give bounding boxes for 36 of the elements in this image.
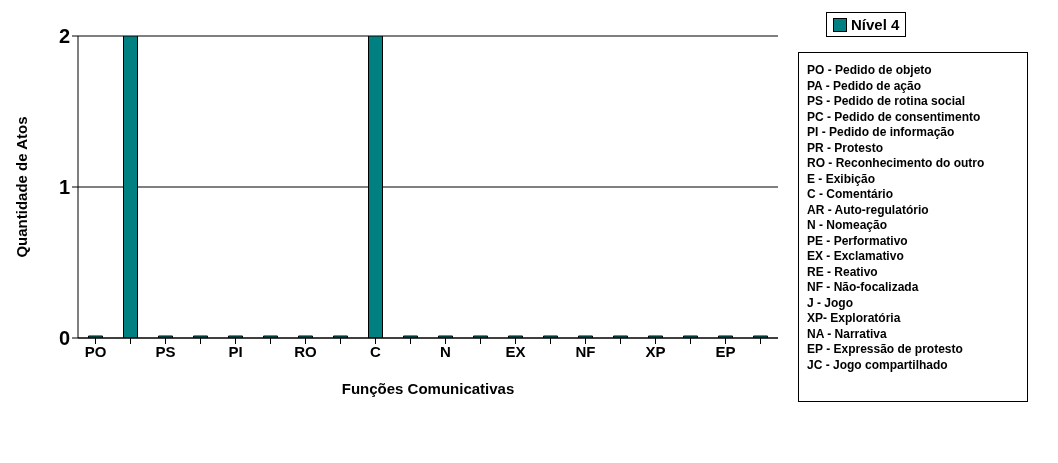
text: AR - Auto-regulatório: [807, 202, 930, 218]
text: PS - Pedido de rotina social: [807, 94, 967, 110]
x-tick-label: EX: [505, 342, 526, 360]
y-tick-label: 0: [58, 327, 70, 350]
x-tick-label: EP: [715, 342, 736, 360]
x-axis-title: Funções Comunicativas: [341, 380, 515, 397]
x-tick-label: PI: [228, 342, 243, 360]
text: PC - Pedido de consentimento: [807, 109, 982, 125]
x-tick-label: PS: [155, 342, 176, 360]
text: RO - Reconhecimento do outro: [807, 156, 986, 172]
text: PR - Protesto: [807, 140, 884, 156]
text: J - Jogo: [807, 295, 854, 311]
x-tick-label: N: [440, 342, 451, 360]
text: XP- Exploratória: [807, 311, 902, 327]
x-tick-label: XP: [645, 342, 666, 360]
text: RE - Reativo: [807, 264, 879, 280]
text: EX - Exclamativo: [807, 249, 905, 265]
y-tick-label: 2: [58, 25, 70, 48]
text: PE - Performativo: [807, 233, 909, 249]
x-tick-label: RO: [294, 342, 318, 360]
text: NF - Não-focalizada: [807, 280, 920, 296]
legend-label: Nível 4: [851, 16, 900, 33]
text: PI - Pedido de informação: [807, 125, 956, 141]
text: JC - Jogo compartilhado: [807, 357, 949, 373]
text: NA - Narrativa: [807, 326, 888, 342]
x-tick-label: NF: [575, 342, 596, 360]
text: PO - Pedido de objeto: [807, 63, 933, 79]
y-axis-title: Quantidade de Atos: [13, 116, 31, 258]
y-tick-label: 1: [58, 176, 70, 199]
x-tick-label: PO: [84, 342, 107, 360]
text: N - Nomeação: [807, 218, 889, 234]
text: EP - Expressão de protesto: [807, 342, 964, 358]
text: PA - Pedido de ação: [807, 78, 923, 94]
text: E - Exibição: [807, 171, 877, 187]
text: C - Comentário: [807, 187, 894, 203]
x-tick-label: C: [370, 342, 382, 360]
